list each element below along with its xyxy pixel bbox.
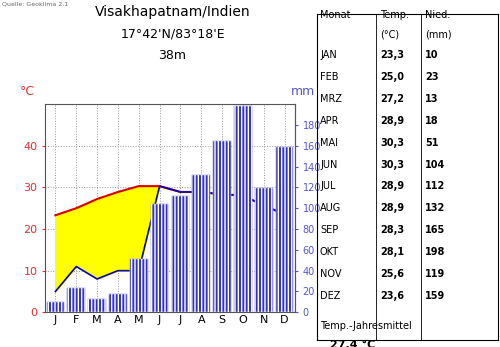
Bar: [46, 302, 64, 312]
Text: 27,2: 27,2: [380, 94, 404, 104]
Bar: [46, 302, 64, 312]
Text: Visakhapatnam/Indien: Visakhapatnam/Indien: [94, 5, 250, 19]
Bar: [172, 196, 190, 312]
Text: 28,1: 28,1: [380, 247, 404, 257]
Text: Monat: Monat: [320, 10, 350, 20]
Text: 28,9: 28,9: [380, 116, 404, 126]
Text: 165: 165: [425, 225, 446, 235]
Text: (mm): (mm): [425, 29, 452, 40]
Text: 18: 18: [425, 116, 438, 126]
Text: mm: mm: [290, 85, 314, 99]
Bar: [255, 188, 272, 312]
Bar: [213, 141, 231, 312]
Bar: [130, 259, 148, 312]
Text: 17°42'N/83°18'E: 17°42'N/83°18'E: [120, 28, 225, 41]
Bar: [192, 175, 210, 312]
Bar: [88, 299, 106, 312]
Text: 51: 51: [425, 138, 438, 148]
Text: 159: 159: [425, 291, 446, 301]
Text: 25,6: 25,6: [380, 269, 404, 279]
Text: 28,3: 28,3: [380, 225, 404, 235]
Text: JUN: JUN: [320, 160, 338, 170]
Text: 119: 119: [425, 269, 446, 279]
Text: 104: 104: [425, 160, 446, 170]
Text: JAN: JAN: [320, 50, 337, 60]
Text: MRZ: MRZ: [320, 94, 342, 104]
Text: MAI: MAI: [320, 138, 338, 148]
Text: (°C): (°C): [380, 29, 399, 40]
Text: APR: APR: [320, 116, 340, 126]
Text: 10: 10: [425, 50, 438, 60]
Text: 13: 13: [425, 94, 438, 104]
Bar: [276, 147, 293, 312]
Bar: [130, 259, 148, 312]
Text: 30,3: 30,3: [380, 138, 404, 148]
Text: 27,4 °C: 27,4 °C: [330, 340, 375, 347]
Text: DEZ: DEZ: [320, 291, 340, 301]
Bar: [234, 106, 252, 312]
Bar: [150, 204, 168, 312]
Text: Quelle: Geoklima 2.1: Quelle: Geoklima 2.1: [2, 2, 68, 7]
Bar: [192, 175, 210, 312]
Text: AUG: AUG: [320, 203, 341, 213]
Text: 28,9: 28,9: [380, 181, 404, 192]
Text: 112: 112: [425, 181, 446, 192]
Text: 23,3: 23,3: [380, 50, 404, 60]
Text: FEB: FEB: [320, 72, 338, 82]
Text: Temp.: Temp.: [380, 10, 409, 20]
Text: 25,0: 25,0: [380, 72, 404, 82]
Bar: [109, 294, 127, 312]
Bar: [255, 188, 272, 312]
Text: 38m: 38m: [158, 49, 186, 61]
Text: 132: 132: [425, 203, 446, 213]
Text: SEP: SEP: [320, 225, 338, 235]
Text: Nied.: Nied.: [425, 10, 450, 20]
Bar: [109, 294, 127, 312]
Bar: [172, 196, 190, 312]
Text: °C: °C: [20, 85, 35, 99]
Bar: [88, 299, 106, 312]
Text: 30,3: 30,3: [380, 160, 404, 170]
Text: 23,6: 23,6: [380, 291, 404, 301]
Bar: [276, 147, 293, 312]
Text: JUL: JUL: [320, 181, 336, 192]
Text: Temp.-Jahresmittel: Temp.-Jahresmittel: [320, 321, 412, 331]
Bar: [150, 204, 168, 312]
Text: 28,9: 28,9: [380, 203, 404, 213]
Bar: [234, 106, 252, 312]
Bar: [68, 288, 85, 312]
Bar: [68, 288, 85, 312]
Text: 198: 198: [425, 247, 446, 257]
Bar: [213, 141, 231, 312]
Text: NOV: NOV: [320, 269, 342, 279]
Text: 23: 23: [425, 72, 438, 82]
Text: OKT: OKT: [320, 247, 339, 257]
